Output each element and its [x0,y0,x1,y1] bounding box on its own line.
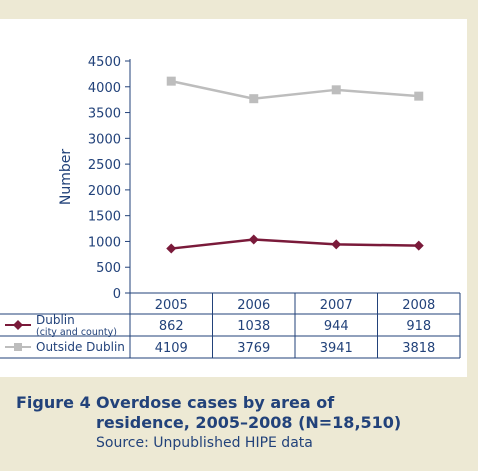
y-tick-label: 3000 [88,132,121,147]
figure-label: Figure 4 [16,393,91,412]
data-table-value: 3769 [237,341,270,356]
x-tick-label: 2005 [155,298,188,313]
figure-source: Source: Unpublished HIPE data [96,435,313,451]
y-tick-label: 0 [113,287,121,302]
y-axis-label: Number [58,149,74,205]
y-tick-label: 1000 [88,235,121,250]
data-table-value: 3818 [402,341,435,356]
data-point [331,239,342,250]
data-table-value: 944 [324,319,349,334]
y-tick-label: 2000 [88,184,121,199]
legend-series-name: Outside Dublin [36,340,125,354]
data-point [249,94,259,104]
data-table-value: 1038 [237,319,270,334]
figure-title: Overdose cases by area of residence, 200… [96,393,402,432]
figure-caption: Figure 4 Overdose cases by area of resid… [0,377,478,471]
y-tick-label: 1500 [88,210,121,225]
series-line [171,238,419,250]
data-point [166,76,176,86]
plot-panel [0,19,467,377]
series-line [170,79,419,100]
line-chart: 0 500 1000 1500 2000 2500 3000 3500 4000 4500 Numb… [0,55,461,359]
legend-key-marker [14,343,22,351]
data-table-value: 4109 [155,341,188,356]
data-table-value: 3941 [320,341,353,356]
y-tick-label: 500 [96,261,121,276]
data-point [166,243,177,254]
data-table-value: 918 [406,319,431,334]
y-tick-label: 3500 [88,107,121,122]
y-tick-label: 4500 [88,55,121,70]
y-tick-label: 4000 [88,81,121,96]
data-point [248,234,259,245]
x-tick-label: 2006 [237,298,270,313]
legend-key-marker [13,320,23,330]
y-tick-label: 2500 [88,158,121,173]
data-point [414,91,424,101]
x-tick-label: 2008 [402,298,435,313]
legend-series-subname: (city and county) [36,327,117,338]
data-point [413,240,424,251]
data-table-value: 862 [159,319,184,334]
x-tick-label: 2007 [320,298,353,313]
legend-series-name: Dublin [36,313,75,327]
data-point [331,85,341,95]
